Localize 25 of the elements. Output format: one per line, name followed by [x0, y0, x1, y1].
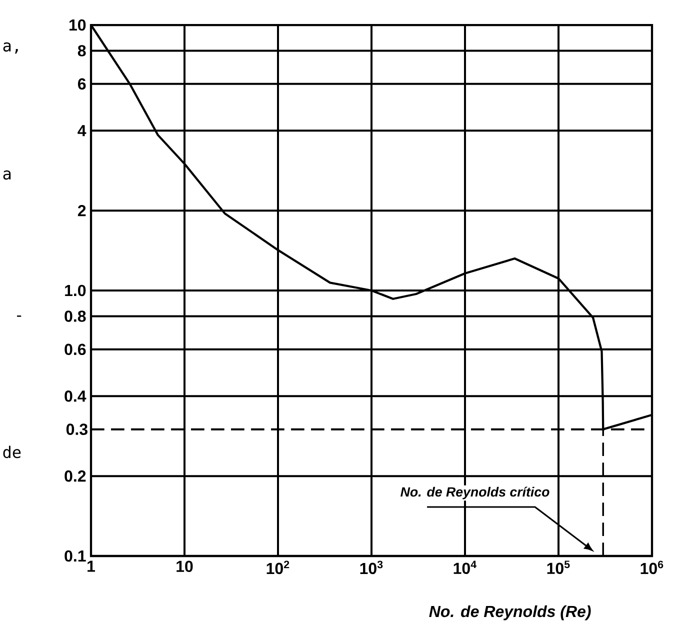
- x-axis-title: No. de Reynolds (Re): [429, 605, 591, 620]
- y-tick-label: 1.0: [65, 284, 86, 296]
- y-tick-label: 0.1: [64, 550, 86, 562]
- y-tick-label: 0.2: [64, 470, 86, 482]
- y-tick-label: 0.8: [64, 310, 86, 322]
- y-tick-label: 10: [70, 19, 86, 31]
- text: -: [17, 316, 22, 317]
- y-tick-label: 0.6: [64, 344, 86, 356]
- y-tick-label: 6: [78, 78, 86, 90]
- ref-line-label: 0.3: [66, 424, 88, 436]
- x-tick-label: 10$^{4}$: [454, 560, 476, 574]
- x-tick-label: 10$^{6}$: [640, 560, 664, 574]
- y-tick-label: 0.4: [64, 390, 86, 402]
- text: de: [3, 446, 21, 458]
- x-tick-label: 10$^{5}$: [547, 560, 570, 574]
- text: a: [3, 170, 11, 180]
- y-tick-label: 8: [78, 45, 86, 56]
- annotation: No. de Reynolds crítico: [400, 486, 550, 500]
- y-tick-label: 4: [78, 125, 86, 136]
- x-tick-label: 1: [88, 560, 96, 572]
- text: a,: [3, 42, 18, 54]
- x-tick-label: 10$^{2}$: [266, 560, 290, 574]
- y-tick-label: 2: [78, 205, 86, 216]
- x-tick-label: 10$^{3}$: [360, 560, 383, 574]
- x-tick-label: 10: [176, 560, 193, 572]
